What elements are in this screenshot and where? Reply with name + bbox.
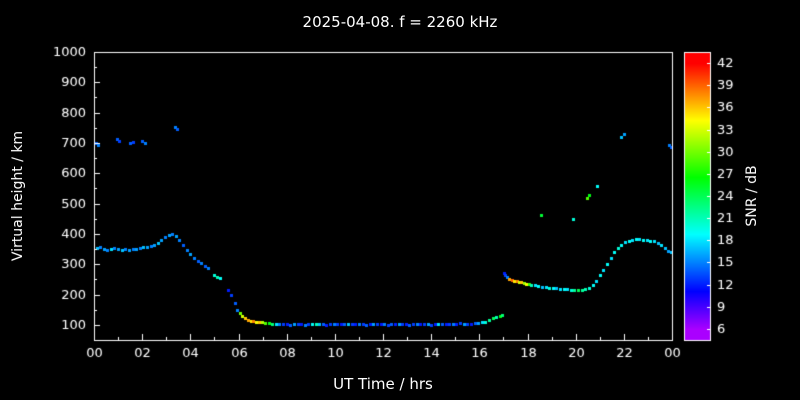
chart-title: 2025-04-08. f = 2260 kHz [302,13,498,31]
colorbar-label: SNR / dB [744,165,760,227]
x-axis-label: UT Time / hrs [333,375,433,393]
y-axis-label: Virtual height / km [10,130,26,262]
